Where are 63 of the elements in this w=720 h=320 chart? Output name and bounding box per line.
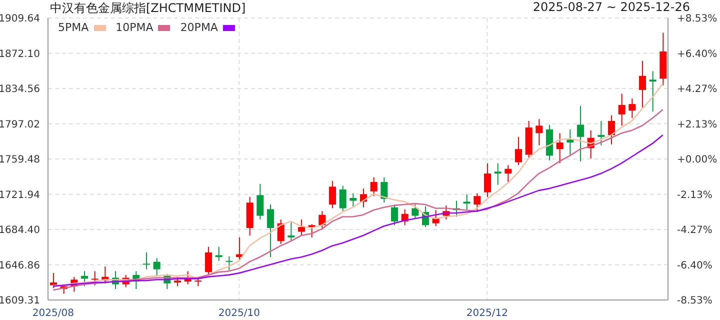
y2-tick-label: +8.53% bbox=[677, 14, 718, 25]
candlestick bbox=[391, 204, 398, 226]
candlestick bbox=[288, 222, 295, 242]
candlestick bbox=[298, 219, 305, 236]
candlestick bbox=[628, 98, 636, 119]
legend-label: 10PMA bbox=[116, 21, 154, 34]
y2-tick-label: -4.27% bbox=[677, 225, 712, 236]
legend-label: 5PMA bbox=[58, 21, 89, 34]
candlestick bbox=[350, 192, 357, 207]
candlestick bbox=[484, 162, 491, 198]
y2-tick-label: +0.00% bbox=[677, 154, 718, 166]
candlestick bbox=[432, 210, 440, 227]
line-series bbox=[52, 109, 664, 291]
candlestick bbox=[504, 164, 512, 184]
candlestick bbox=[412, 204, 419, 220]
candlestick bbox=[277, 219, 284, 244]
candlestick bbox=[608, 114, 615, 145]
candlestick bbox=[267, 204, 274, 258]
candlestick bbox=[256, 183, 264, 220]
x-tick-label: 2025/12 bbox=[466, 308, 508, 320]
candlestick bbox=[494, 162, 502, 186]
chart-title: 中汉有色金属综指[ZHCTMMETIND] bbox=[50, 0, 246, 17]
candlestick bbox=[463, 194, 470, 211]
y2-tick-label: +2.13% bbox=[677, 119, 718, 130]
y-tick-label: 1759.48 bbox=[0, 154, 40, 166]
candlestick bbox=[598, 120, 605, 146]
y2-tick-label: +4.27% bbox=[677, 84, 718, 95]
candlestick bbox=[639, 60, 646, 108]
legend-label: 20PMA bbox=[180, 21, 218, 34]
y2-tick-label: -8.53% bbox=[677, 296, 712, 307]
x-tick-label: 2025/10 bbox=[218, 308, 260, 320]
candlestick bbox=[308, 224, 316, 238]
candlestick bbox=[380, 176, 388, 204]
candlestick bbox=[370, 176, 378, 197]
y-tick-label: 1721.94 bbox=[0, 190, 40, 201]
y-tick-label: 1646.86 bbox=[0, 260, 40, 272]
y-tick-label: 1909.64 bbox=[0, 14, 40, 25]
candlestick bbox=[577, 105, 584, 162]
candlestick bbox=[536, 118, 543, 146]
candlestick bbox=[329, 180, 336, 209]
candlestick bbox=[556, 132, 564, 164]
candlestick bbox=[91, 270, 98, 286]
y2-tick-label: -6.40% bbox=[677, 260, 712, 272]
candlestick bbox=[205, 246, 212, 274]
candlestick bbox=[226, 256, 233, 271]
candlestick bbox=[153, 258, 160, 276]
text: 2025-08-27 ~ 2025-12-26 bbox=[532, 0, 690, 14]
candlestick bbox=[474, 192, 481, 213]
candlestick bbox=[143, 252, 150, 270]
y-tick-label: 1872.10 bbox=[0, 48, 40, 60]
y2-tick-label: -2.13% bbox=[677, 190, 712, 201]
y-tick-label: 1684.40 bbox=[0, 225, 40, 236]
candlestick bbox=[566, 128, 574, 156]
y-tick-label: 1609.31 bbox=[0, 296, 40, 307]
candlestick bbox=[215, 246, 222, 262]
candlestick bbox=[649, 70, 656, 112]
y-tick-label: 1797.02 bbox=[0, 119, 40, 130]
y2-tick-label: +6.40% bbox=[677, 48, 718, 60]
candlestick bbox=[339, 185, 346, 212]
y-tick-label: 1834.56 bbox=[0, 84, 40, 96]
candlestick bbox=[618, 93, 626, 126]
candlestick bbox=[515, 136, 522, 166]
x-tick-label: 2025/08 bbox=[32, 308, 74, 320]
